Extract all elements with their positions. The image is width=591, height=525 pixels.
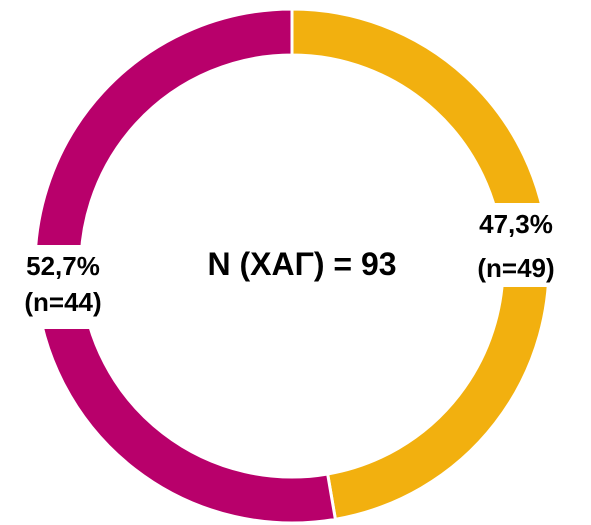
labels-layer: 47,3% (n=49) 52,7% (n=44) [7,203,572,329]
slice-percent-label-1: 47,3% [479,209,553,239]
slice-percent-label-2: 52,7% [26,251,100,281]
slice-1 [290,7,551,522]
slice-label-background-1 [460,203,572,287]
slice-count-label-2: (n=44) [24,287,101,317]
slice-label-background-2 [7,245,119,329]
slice-2 [33,7,338,525]
slice-count-label-1: (n=49) [477,253,554,283]
center-label: N (ΧΑΓ) = 93 [207,246,396,282]
slices-layer [33,7,551,525]
